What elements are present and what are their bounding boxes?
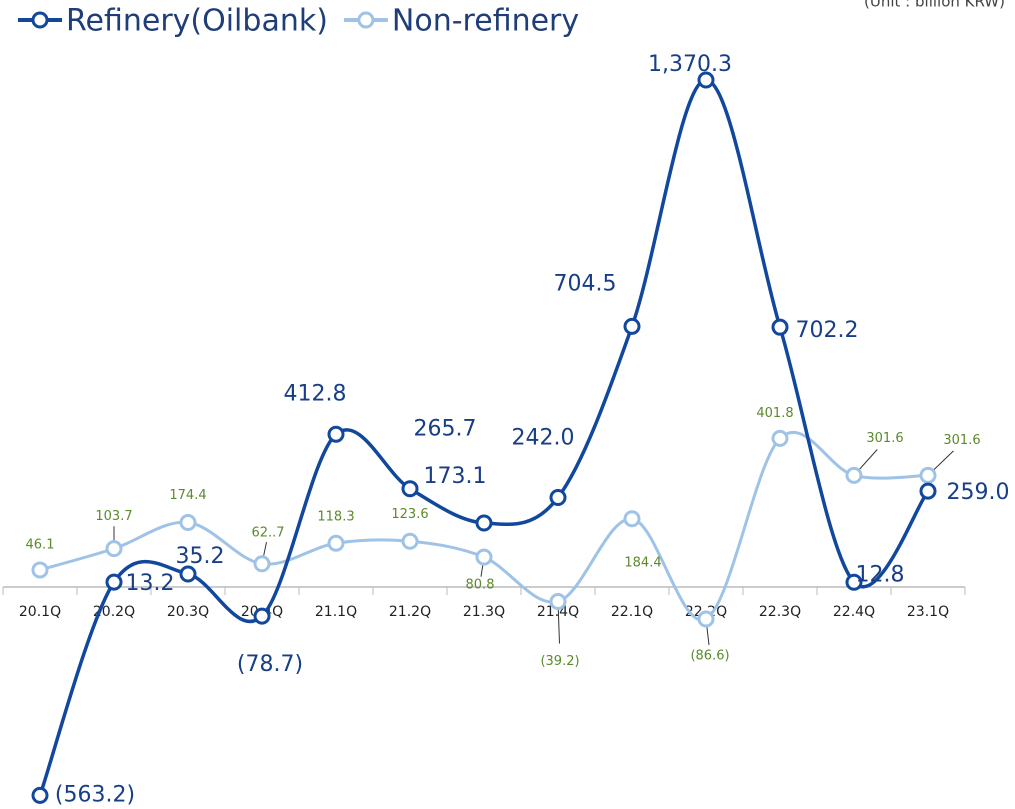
data-point bbox=[845, 466, 863, 484]
data-point bbox=[253, 607, 271, 625]
data-label: 62..7 bbox=[251, 525, 284, 540]
data-point bbox=[697, 71, 715, 89]
data-point bbox=[919, 482, 937, 500]
data-label: (86.6) bbox=[690, 649, 729, 664]
data-label: 174.4 bbox=[169, 488, 206, 503]
data-label: 12.8 bbox=[856, 562, 905, 587]
data-point bbox=[475, 514, 493, 532]
data-label: 412.8 bbox=[284, 381, 347, 406]
data-label: 13.2 bbox=[126, 571, 175, 596]
data-point bbox=[105, 573, 123, 591]
data-label: 401.8 bbox=[756, 406, 793, 421]
legend-label: Non-refinery bbox=[392, 4, 579, 39]
series-line bbox=[38, 78, 930, 796]
data-point bbox=[327, 425, 345, 443]
data-point bbox=[401, 480, 419, 498]
legend-swatch-marker bbox=[31, 11, 49, 29]
data-label: 80.8 bbox=[466, 578, 495, 593]
x-tick-label: 23.1Q bbox=[907, 604, 949, 620]
x-tick-label: 22.1Q bbox=[611, 604, 653, 620]
data-point bbox=[179, 565, 197, 583]
data-label: 301.6 bbox=[943, 433, 980, 448]
legend-label: Refinery(Oilbank) bbox=[66, 4, 328, 39]
data-label: 242.0 bbox=[512, 425, 575, 450]
data-label: 123.6 bbox=[391, 507, 428, 522]
data-point bbox=[771, 429, 789, 447]
x-tick-label: 21.2Q bbox=[389, 604, 431, 620]
data-point bbox=[327, 534, 345, 552]
data-point bbox=[549, 593, 567, 611]
x-tick-label: 20.2Q bbox=[93, 604, 135, 620]
data-label: 103.7 bbox=[95, 509, 132, 524]
data-point bbox=[919, 466, 937, 484]
data-label: (39.2) bbox=[540, 654, 579, 669]
data-point bbox=[401, 532, 419, 550]
data-label: 704.5 bbox=[554, 271, 617, 296]
data-point bbox=[31, 786, 49, 804]
data-label: 702.2 bbox=[796, 318, 859, 343]
x-tick-label: 21.1Q bbox=[315, 604, 357, 620]
data-label: 1,370.3 bbox=[648, 52, 732, 77]
unit-note: (Unit : billion KRW) bbox=[864, 0, 1005, 11]
legend-swatch-marker bbox=[357, 11, 375, 29]
data-label: (563.2) bbox=[55, 782, 135, 807]
data-point bbox=[179, 513, 197, 531]
data-point bbox=[549, 488, 567, 506]
data-label: 35.2 bbox=[176, 544, 225, 569]
data-label: 118.3 bbox=[317, 510, 354, 525]
x-tick-label: 21.3Q bbox=[463, 604, 505, 620]
data-point bbox=[253, 555, 271, 573]
data-point bbox=[105, 540, 123, 558]
data-point bbox=[697, 610, 715, 628]
x-tick-label: 20.3Q bbox=[167, 604, 209, 620]
data-point bbox=[475, 548, 493, 566]
data-label: (78.7) bbox=[237, 652, 303, 677]
data-label: 301.6 bbox=[866, 431, 903, 446]
data-point bbox=[623, 510, 641, 528]
data-label: 46.1 bbox=[26, 537, 55, 552]
data-point bbox=[31, 561, 49, 579]
data-label: 265.7 bbox=[414, 417, 477, 442]
data-label: 184.4 bbox=[624, 555, 661, 570]
data-point bbox=[771, 318, 789, 336]
data-point bbox=[623, 317, 641, 335]
data-label: 259.0 bbox=[947, 480, 1010, 505]
x-tick-label: 22.4Q bbox=[833, 604, 875, 620]
data-label: 173.1 bbox=[424, 464, 487, 489]
x-tick-label: 22.3Q bbox=[759, 604, 801, 620]
x-tick-label: 20.1Q bbox=[19, 604, 61, 620]
data-point bbox=[845, 573, 863, 591]
